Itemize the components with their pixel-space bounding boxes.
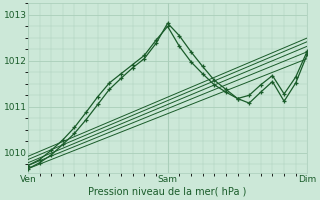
X-axis label: Pression niveau de la mer( hPa ): Pression niveau de la mer( hPa ) <box>88 187 247 197</box>
